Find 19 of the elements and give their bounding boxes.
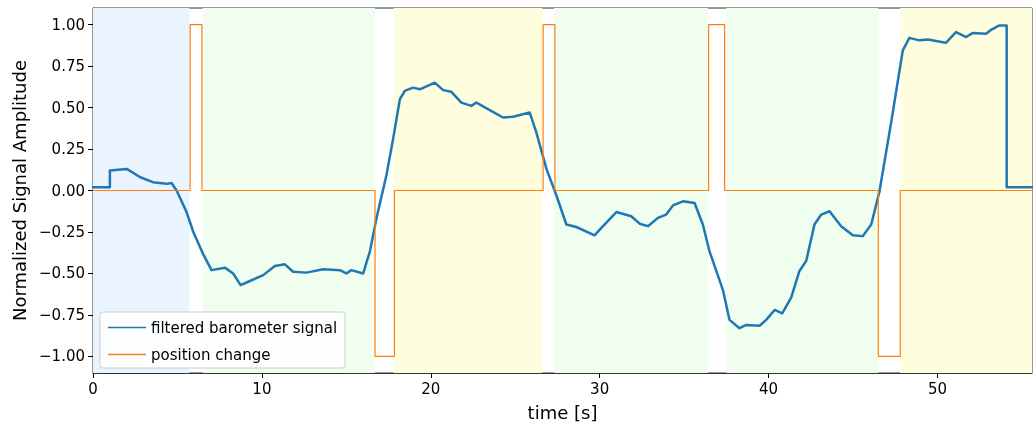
y-tick-label: −0.25 [39,222,85,241]
legend-label: position change [151,345,271,364]
y-tick-label: 0.75 [51,57,85,76]
y-tick-label: 0.50 [51,98,85,117]
y-tick-label: 0.25 [51,140,85,159]
y-tick-label: 1.00 [51,15,85,34]
x-tick-label: 10 [252,379,272,398]
y-axis-title: Normalized Signal Amplitude [8,59,30,322]
y-tick-label: −0.50 [39,264,85,283]
x-tick-label: 30 [590,379,610,398]
x-tick-label: 20 [421,379,441,398]
y-tick-label: −1.00 [39,347,85,366]
x-tick-label: 50 [927,379,947,398]
y-tick-label: −0.75 [39,305,85,324]
x-tick-label: 40 [758,379,779,398]
x-tick-label: 0 [88,379,98,398]
y-tick-label: 0.00 [51,181,85,200]
x-axis-title: time [s] [527,401,598,423]
legend-label: filtered barometer signal [151,318,338,337]
